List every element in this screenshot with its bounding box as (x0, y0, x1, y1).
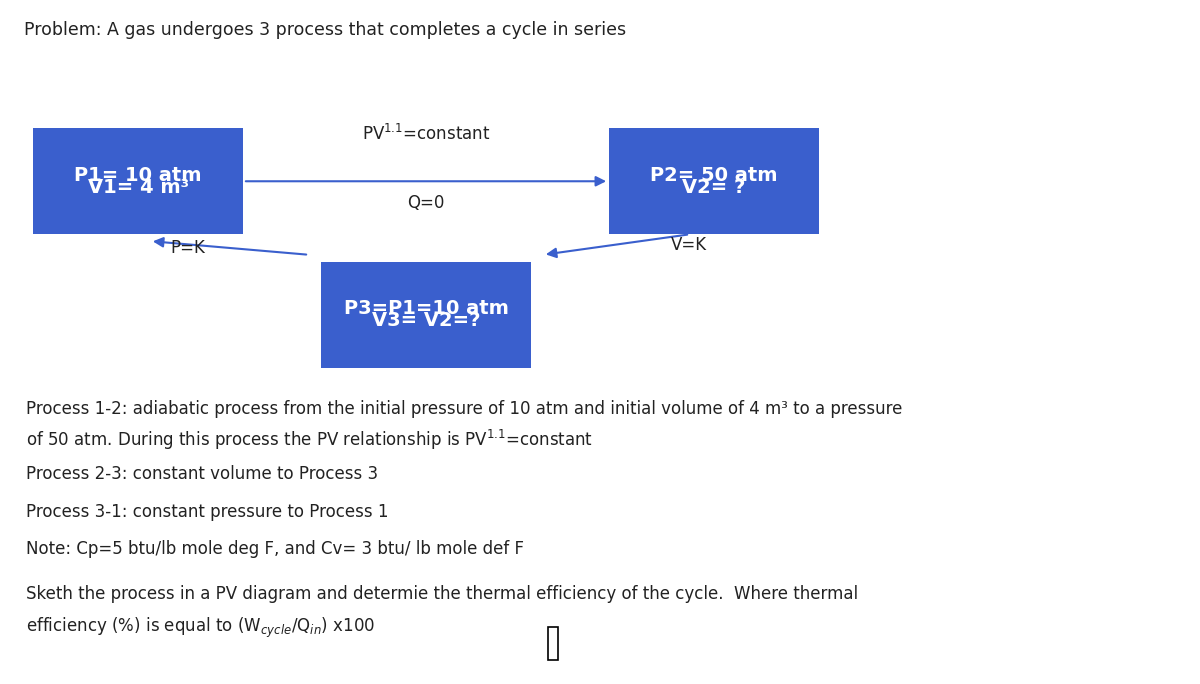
Text: PV$^{1.1}$=constant: PV$^{1.1}$=constant (362, 124, 490, 144)
Text: Problem: A gas undergoes 3 process that completes a cycle in series: Problem: A gas undergoes 3 process that … (24, 21, 626, 38)
Text: Process 3-1: constant pressure to Process 1: Process 3-1: constant pressure to Proces… (26, 503, 389, 521)
Text: Process 1-2: adiabatic process from the initial pressure of 10 atm and initial v: Process 1-2: adiabatic process from the … (26, 400, 902, 418)
Text: Note: Cp=5 btu/lb mole deg F, and Cv= 3 btu/ lb mole def F: Note: Cp=5 btu/lb mole deg F, and Cv= 3 … (26, 540, 524, 558)
Text: Process 2-3: constant volume to Process 3: Process 2-3: constant volume to Process … (26, 465, 378, 483)
Text: P3=P1=10 atm: P3=P1=10 atm (343, 299, 509, 318)
Text: V3= V2=?: V3= V2=? (372, 311, 480, 330)
Text: of 50 atm. During this process the PV relationship is PV$^{1.1}$=constant: of 50 atm. During this process the PV re… (26, 428, 594, 451)
Text: V2= ?: V2= ? (683, 178, 745, 197)
Text: P2= 50 atm: P2= 50 atm (650, 166, 778, 185)
Text: P1= 10 atm: P1= 10 atm (74, 166, 202, 185)
Text: Sketh the process in a PV diagram and determie the thermal efficiency of the cyc: Sketh the process in a PV diagram and de… (26, 585, 858, 603)
Text: Q=0: Q=0 (407, 194, 445, 211)
Text: V=K: V=K (671, 235, 707, 254)
Text: P=K: P=K (170, 239, 205, 257)
Text: V1= 4 m³: V1= 4 m³ (88, 178, 188, 197)
Text: efficiency (%) is equal to (W$_{cycle}$/Q$_{in}$) x100: efficiency (%) is equal to (W$_{cycle}$/… (26, 616, 376, 640)
